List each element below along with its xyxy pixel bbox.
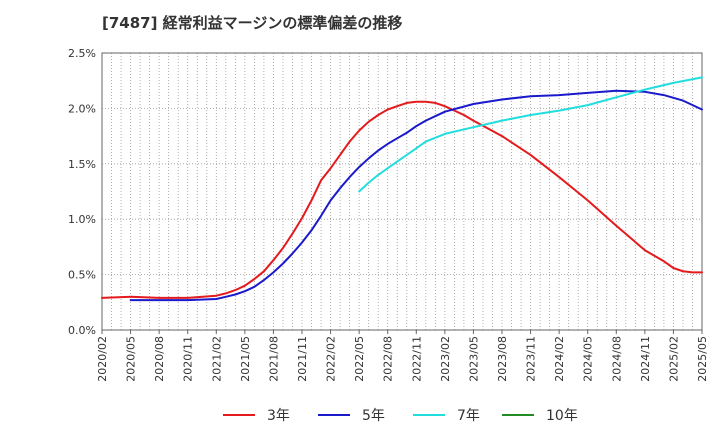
x-tick-label: 2021/02: [210, 336, 223, 382]
x-tick-label: 2022/05: [353, 336, 366, 382]
legend-item-3: 7年: [413, 403, 480, 427]
x-tick-label: 2025/05: [696, 336, 709, 382]
x-tick-label: 2021/08: [267, 336, 280, 382]
chart-title: [7487] 経常利益マージンの標準偏差の推移: [102, 14, 403, 32]
legend-swatch: [223, 414, 255, 416]
plot-background: [102, 53, 702, 330]
x-tick-label: 2023/02: [439, 336, 452, 382]
x-tick-label: 2022/11: [410, 336, 423, 382]
x-tick-label: 2024/08: [610, 336, 623, 382]
x-tick-label: 2023/05: [467, 336, 480, 382]
x-tick-label: 2024/11: [639, 336, 652, 382]
y-tick-label: 2.0%: [68, 102, 96, 115]
chart-legend: 3年 5年 7年 10年: [0, 403, 720, 427]
legend-label: 10年: [546, 408, 578, 424]
x-tick-label: 2020/11: [182, 336, 195, 382]
series-line-3: [358, 76, 703, 193]
x-tick-label: 2020/02: [96, 336, 109, 382]
legend-label: 3年: [267, 408, 290, 424]
x-tick-label: 2020/05: [125, 336, 138, 382]
legend-swatch: [413, 414, 445, 416]
x-tick-label: 2021/05: [239, 336, 252, 382]
x-tick-label: 2024/05: [582, 336, 595, 382]
y-tick-label: 1.5%: [68, 158, 96, 171]
legend-swatch: [318, 414, 350, 416]
legend-label: 7年: [457, 408, 480, 424]
y-tick-label: 2.5%: [68, 47, 96, 60]
x-tick-label: 2022/02: [325, 336, 338, 382]
y-tick-label: 1.0%: [68, 213, 96, 226]
plot-frame: [101, 52, 703, 331]
x-tick-label: 2023/11: [525, 336, 538, 382]
x-tick-label: 2025/02: [667, 336, 680, 382]
x-tick-label: 2022/08: [382, 336, 395, 382]
x-tick-label: 2020/08: [153, 336, 166, 382]
x-tick-label: 2021/11: [296, 336, 309, 382]
y-tick-label: 0.5%: [68, 269, 96, 282]
series-line-2: [129, 89, 703, 302]
legend-item-2: 5年: [318, 403, 385, 427]
x-tick-label: 2023/08: [496, 336, 509, 382]
legend-item-1: 3年: [223, 403, 290, 427]
legend-item-4: 10年: [502, 403, 578, 427]
series-line-1: [101, 100, 703, 299]
x-tick-label: 2024/02: [553, 336, 566, 382]
y-tick-label: 0.0%: [68, 324, 96, 337]
legend-label: 5年: [362, 408, 385, 424]
legend-swatch: [502, 414, 534, 416]
